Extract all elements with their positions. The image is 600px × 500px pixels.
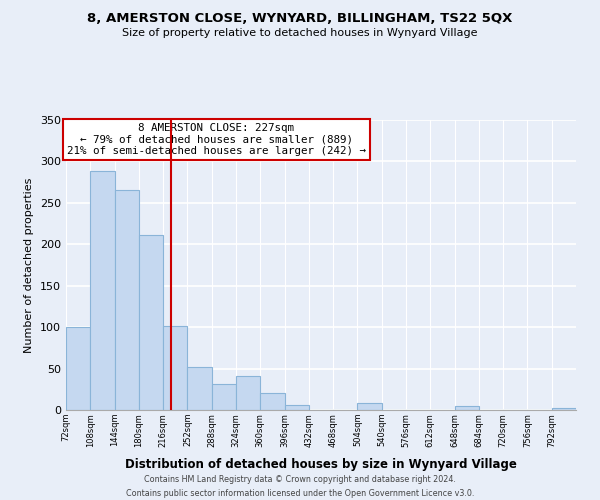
Bar [115, 190, 139, 410]
Y-axis label: Number of detached properties: Number of detached properties [25, 178, 34, 352]
Bar [236, 376, 260, 410]
Bar [260, 392, 284, 410]
Bar [455, 406, 479, 410]
Bar [163, 326, 187, 410]
Text: Size of property relative to detached houses in Wynyard Village: Size of property relative to detached ho… [122, 28, 478, 38]
Bar [212, 384, 236, 410]
Bar [284, 405, 309, 410]
Bar [66, 327, 90, 410]
Bar [139, 235, 163, 410]
Text: Contains HM Land Registry data © Crown copyright and database right 2024.
Contai: Contains HM Land Registry data © Crown c… [126, 476, 474, 498]
Text: 8 AMERSTON CLOSE: 227sqm
← 79% of detached houses are smaller (889)
21% of semi-: 8 AMERSTON CLOSE: 227sqm ← 79% of detach… [67, 123, 366, 156]
Bar [187, 367, 212, 410]
Bar [552, 408, 576, 410]
Text: 8, AMERSTON CLOSE, WYNYARD, BILLINGHAM, TS22 5QX: 8, AMERSTON CLOSE, WYNYARD, BILLINGHAM, … [88, 12, 512, 26]
Bar [90, 172, 115, 410]
Bar [358, 404, 382, 410]
X-axis label: Distribution of detached houses by size in Wynyard Village: Distribution of detached houses by size … [125, 458, 517, 471]
